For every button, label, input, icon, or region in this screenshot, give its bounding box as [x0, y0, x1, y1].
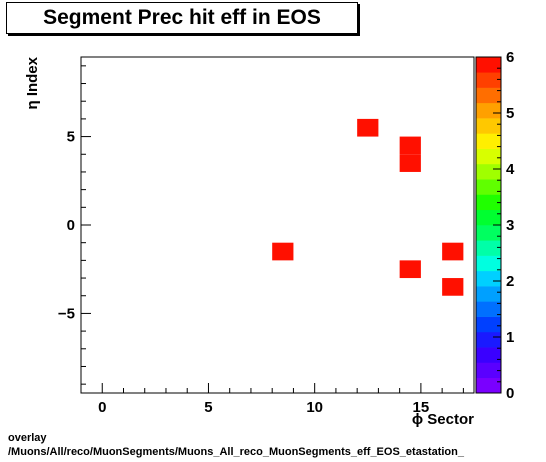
plot-frame [80, 56, 475, 394]
heatmap-cell [399, 136, 421, 155]
colorbar-segment [476, 316, 501, 333]
colorbar-segment [476, 57, 501, 73]
colorbar-tick-label: 6 [506, 49, 514, 66]
x-axis-label: ϕ Sector [412, 411, 474, 428]
x-tick-label: 15 [413, 399, 430, 416]
colorbar-segment [476, 362, 501, 379]
colorbar-segment [476, 331, 501, 348]
chart-title-box: Segment Prec hit eff in EOS [6, 2, 358, 34]
colorbar-tick-label: 1 [506, 329, 514, 346]
colorbar-segment [476, 240, 501, 256]
colorbar-segment [476, 87, 501, 104]
colorbar-segment [476, 255, 501, 272]
colorbar-segment [476, 301, 501, 317]
colorbar-segment [476, 270, 501, 287]
y-tick-label: 5 [67, 129, 75, 146]
colorbar-segment [476, 194, 501, 211]
y-tick-label: −5 [58, 305, 75, 322]
colorbar-tick-label: 3 [506, 217, 514, 234]
heatmap-cell [442, 278, 464, 296]
colorbar-segment [476, 286, 501, 302]
colorbar-tick-label: 4 [506, 161, 515, 178]
footer-line-1: overlay [8, 432, 47, 444]
colorbar-segment [476, 163, 501, 180]
colorbar-tick-label: 2 [506, 273, 514, 290]
heatmap-cell [272, 242, 294, 261]
footer-line-2: /Muons/All/reco/MuonSegments/Muons_All_r… [8, 446, 464, 458]
colorbar-segment [476, 377, 501, 394]
colorbar-segment [476, 102, 501, 119]
colorbar-segment [476, 179, 501, 195]
y-axis-label: η Index [24, 56, 41, 109]
colorbar-segment [476, 347, 501, 363]
colorbar-segment [476, 148, 501, 165]
heatmap-cell [442, 242, 464, 261]
chart-title: Segment Prec hit eff in EOS [43, 6, 321, 29]
x-tick-label: 5 [204, 399, 212, 416]
colorbar-segment [476, 209, 501, 226]
colorbar-tick-label: 0 [506, 385, 514, 402]
heatmap-cell [357, 118, 379, 137]
x-tick-label: 0 [98, 399, 106, 416]
colorbar-tick-label: 5 [506, 105, 514, 122]
heatmap-cell [399, 260, 421, 279]
colorbar-segment [476, 118, 501, 134]
x-tick-label: 10 [306, 399, 323, 416]
colorbar-segment [476, 225, 501, 241]
colorbar-segment [476, 72, 501, 88]
y-tick-label: 0 [67, 217, 75, 234]
heatmap-cell [399, 154, 421, 172]
colorbar-segment [476, 133, 501, 149]
